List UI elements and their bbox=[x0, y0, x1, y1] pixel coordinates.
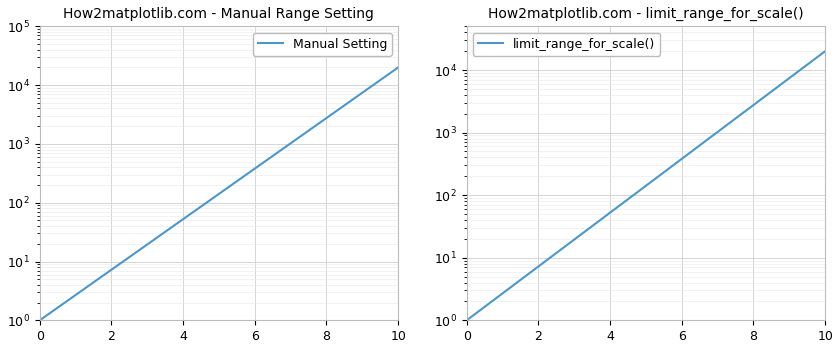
Manual Setting bbox=[248, 168, 258, 172]
Manual Setting bbox=[205, 198, 215, 202]
limit_range_for_scale() bbox=[820, 49, 830, 53]
limit_range_for_scale() bbox=[811, 56, 822, 60]
limit_range_for_scale() bbox=[655, 173, 665, 177]
Manual Setting bbox=[207, 197, 218, 201]
Manual Setting bbox=[328, 111, 339, 115]
Manual Setting bbox=[228, 181, 239, 186]
limit_range_for_scale() bbox=[632, 190, 642, 195]
Manual Setting bbox=[385, 71, 395, 76]
Manual Setting bbox=[34, 318, 45, 322]
Legend: limit_range_for_scale(): limit_range_for_scale() bbox=[473, 33, 660, 56]
limit_range_for_scale() bbox=[462, 318, 472, 322]
Title: How2matplotlib.com - limit_range_for_scale(): How2matplotlib.com - limit_range_for_sca… bbox=[488, 7, 804, 21]
Line: limit_range_for_scale(): limit_range_for_scale() bbox=[467, 51, 825, 320]
Manual Setting bbox=[393, 65, 403, 70]
limit_range_for_scale() bbox=[634, 189, 644, 193]
Legend: Manual Setting: Manual Setting bbox=[253, 33, 392, 56]
limit_range_for_scale() bbox=[755, 98, 765, 102]
Line: Manual Setting: Manual Setting bbox=[39, 68, 398, 320]
limit_range_for_scale() bbox=[675, 158, 685, 162]
Title: How2matplotlib.com - Manual Range Setting: How2matplotlib.com - Manual Range Settin… bbox=[64, 7, 375, 21]
